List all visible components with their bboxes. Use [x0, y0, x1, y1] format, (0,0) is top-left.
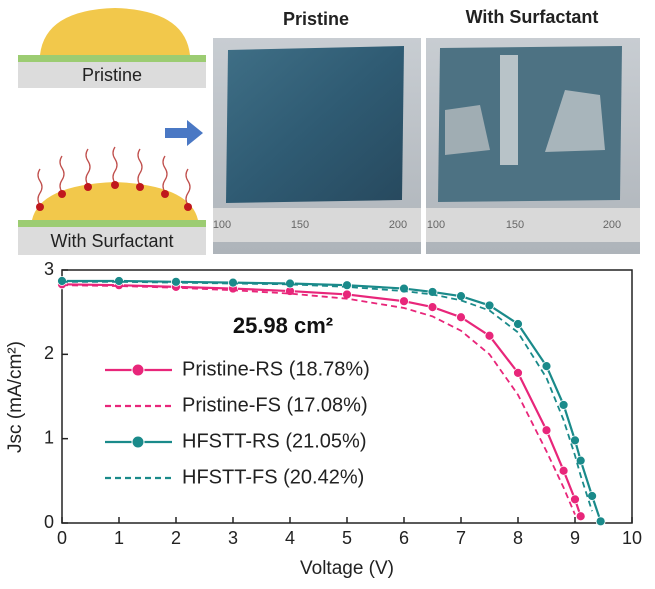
ruler-label: 100: [213, 219, 231, 231]
data-point: [558, 465, 569, 476]
data-point: [595, 516, 606, 527]
ruler-label: 150: [506, 219, 524, 231]
photo-surfactant: [426, 38, 640, 254]
data-point: [399, 296, 409, 307]
y-tick-label: 2: [44, 343, 54, 363]
x-tick-label: 8: [513, 528, 523, 548]
x-axis-label: Voltage (V): [300, 558, 394, 579]
data-point: [513, 367, 523, 378]
schematic-surfactant: [18, 146, 206, 255]
ruler-label: 200: [389, 219, 407, 231]
photo-pristine: [213, 38, 421, 254]
ruler-label: 100: [427, 219, 445, 231]
data-point: [587, 491, 597, 501]
y-tick-label: 3: [44, 259, 54, 279]
schematic-label: Pristine: [82, 65, 142, 85]
x-tick-label: 6: [399, 528, 409, 548]
x-tick-label: 1: [114, 528, 124, 548]
data-point: [484, 300, 495, 311]
data-point: [541, 361, 552, 372]
x-tick-label: 9: [570, 528, 580, 548]
ruler-label: 200: [603, 219, 621, 231]
arrow: [165, 120, 203, 146]
y-tick-label: 1: [44, 427, 54, 447]
legend-label: HFSTT-RS (21.05%): [182, 430, 366, 452]
data-point: [513, 319, 523, 329]
schematic-pristine: [18, 8, 206, 88]
data-point: [570, 435, 580, 446]
x-tick-label: 7: [456, 528, 466, 548]
data-point: [558, 400, 569, 410]
schematic-label: With Surfactant: [50, 231, 173, 251]
x-tick-label: 2: [171, 528, 181, 548]
x-tick-label: 3: [228, 528, 238, 548]
y-tick-label: 0: [44, 512, 54, 532]
data-point: [575, 511, 586, 522]
x-tick-label: 4: [285, 528, 295, 548]
x-tick-label: 10: [622, 528, 642, 548]
data-point: [456, 291, 466, 302]
x-tick-label: 5: [342, 528, 352, 548]
ruler-label: 150: [291, 219, 309, 231]
data-point: [575, 455, 586, 466]
legend-label: Pristine-RS (18.78%): [182, 358, 370, 380]
photo-title: With Surfactant: [466, 7, 599, 27]
data-point: [484, 330, 495, 341]
series-line: [62, 280, 593, 512]
legend-marker: [131, 363, 145, 377]
photo-title: Pristine: [283, 9, 349, 29]
data-point: [541, 425, 552, 436]
data-point: [427, 302, 438, 313]
data-point: [570, 494, 580, 505]
annotation: 25.98 cm²: [233, 313, 333, 338]
legend-label: HFSTT-FS (20.42%): [182, 466, 364, 488]
y-axis-label: Jsc (mA/cm²): [5, 341, 26, 453]
data-point: [456, 312, 466, 323]
data-point: [342, 280, 352, 291]
series-line: [61, 284, 576, 515]
x-tick-label: 0: [57, 528, 67, 548]
legend-label: Pristine-FS (17.08%): [182, 394, 368, 416]
legend-marker: [131, 435, 145, 449]
